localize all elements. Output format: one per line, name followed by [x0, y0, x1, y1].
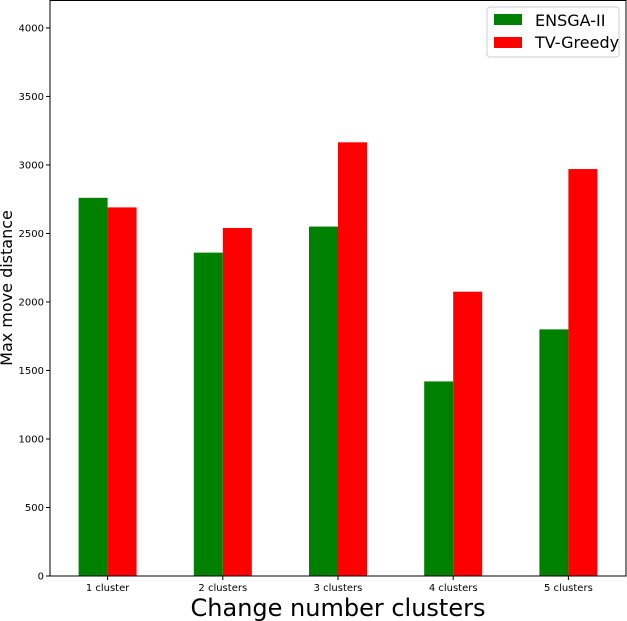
y-tick-label: 3500: [19, 92, 44, 103]
x-tick-label: 4 clusters: [429, 583, 478, 594]
y-tick-label: 3000: [19, 160, 44, 171]
bar-ensga-ii-5: [539, 329, 569, 576]
x-axis-label: Change number clusters: [191, 594, 486, 621]
y-tick-label: 2500: [19, 229, 44, 240]
bar-ensga-ii-3: [309, 226, 338, 576]
plot-frame: [49, 0, 627, 577]
legend-swatch-tvgreedy: [494, 37, 522, 48]
bar-tv-greedy-1: [107, 207, 137, 576]
x-axis-ticks: 1 cluster 2 clusters 3 clusters 4 clusters 5…: [86, 576, 593, 594]
x-tick-label: 1 cluster: [86, 583, 130, 594]
legend-label-ensga: ENSGA-II: [535, 11, 605, 30]
bars-group: [78, 142, 598, 577]
bar-tv-greedy-4: [453, 291, 483, 576]
y-tick-label: 1000: [19, 434, 44, 445]
bar-ensga-ii-1: [78, 197, 108, 577]
bar-ensga-ii-4: [424, 381, 454, 576]
y-axis-label: Max move distance: [0, 210, 16, 366]
x-tick-label: 2 clusters: [198, 583, 247, 594]
bar-tv-greedy-5: [568, 169, 598, 576]
y-axis-ticks: 0 500 1000 1500 2000 2500 3000 3500 4000: [19, 23, 50, 583]
bar-tv-greedy-3: [338, 142, 367, 576]
legend-label-tvgreedy: TV-Greedy: [534, 33, 619, 52]
y-tick-label: 1500: [19, 366, 44, 377]
bar-tv-greedy-2: [222, 227, 252, 576]
y-tick-label: 2000: [19, 297, 44, 308]
x-tick-label: 5 clusters: [544, 583, 593, 594]
x-tick-label: 3 clusters: [314, 583, 363, 594]
y-tick-label: 500: [25, 503, 44, 514]
y-tick-label: 4000: [19, 23, 44, 34]
y-tick-label: 0: [38, 572, 44, 583]
legend-swatch-ensga: [494, 14, 522, 25]
legend: ENSGA-II TV-Greedy: [486, 6, 620, 58]
bar-ensga-ii-2: [193, 252, 223, 576]
